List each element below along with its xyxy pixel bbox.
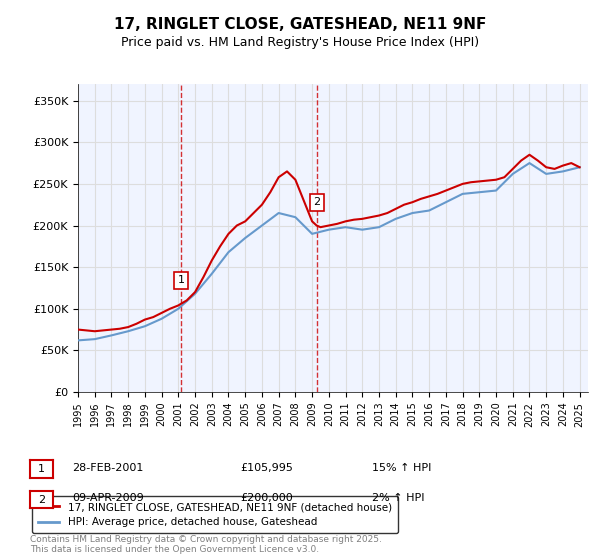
Legend: 17, RINGLET CLOSE, GATESHEAD, NE11 9NF (detached house), HPI: Average price, det: 17, RINGLET CLOSE, GATESHEAD, NE11 9NF (… [32, 496, 398, 534]
Text: 2: 2 [38, 494, 45, 505]
Text: 2: 2 [313, 197, 320, 207]
Text: 17, RINGLET CLOSE, GATESHEAD, NE11 9NF: 17, RINGLET CLOSE, GATESHEAD, NE11 9NF [114, 17, 486, 32]
Text: 09-APR-2009: 09-APR-2009 [72, 493, 144, 503]
Text: Contains HM Land Registry data © Crown copyright and database right 2025.
This d: Contains HM Land Registry data © Crown c… [30, 535, 382, 554]
Text: £105,995: £105,995 [240, 463, 293, 473]
Text: Price paid vs. HM Land Registry's House Price Index (HPI): Price paid vs. HM Land Registry's House … [121, 36, 479, 49]
Text: 28-FEB-2001: 28-FEB-2001 [72, 463, 143, 473]
Text: 15% ↑ HPI: 15% ↑ HPI [372, 463, 431, 473]
Text: 2% ↑ HPI: 2% ↑ HPI [372, 493, 425, 503]
Text: 1: 1 [38, 464, 45, 474]
Text: 1: 1 [178, 276, 185, 286]
Text: £200,000: £200,000 [240, 493, 293, 503]
